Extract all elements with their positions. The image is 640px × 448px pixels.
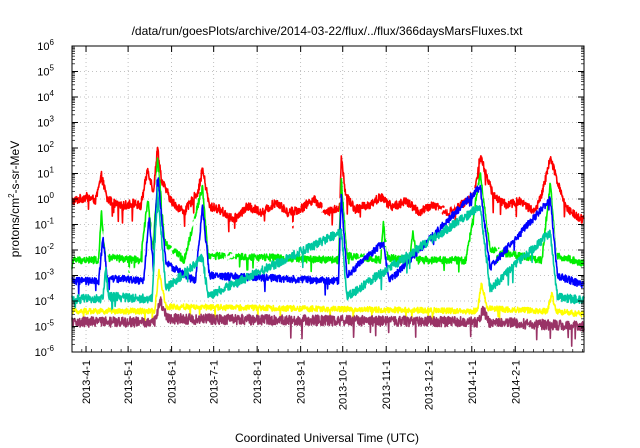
y-tick-label: 105 (37, 64, 54, 79)
x-tick-labels: 2013-4-1 2013-5-1 2013-6-1 2013-7-1 2013-8-1… (81, 360, 522, 410)
y-tick-labels: 10-610-510-410-310-210-11001011021031041… (35, 38, 55, 359)
y-tick-label: 104 (37, 89, 54, 104)
y-tick-label-base: 10 (35, 245, 47, 257)
y-tick-label: 106 (37, 38, 54, 53)
x-tick-label: 2013-7-1 (209, 360, 221, 404)
x-tick-label: 2014-1-1 (467, 360, 479, 404)
y-tick-label-exponent: -5 (47, 319, 55, 328)
series-line (71, 186, 585, 312)
y-tick-label-base: 10 (37, 143, 49, 155)
y-tick-label-base: 10 (35, 347, 47, 359)
series-line (71, 296, 585, 347)
y-tick-label: 103 (37, 115, 54, 130)
x-tick-label: 2013-8-1 (252, 360, 264, 404)
y-axis-title: protons/cm2-s-sr-MeV (7, 141, 22, 257)
y-tick-label-base: 10 (37, 194, 49, 206)
y-tick-label-base: 10 (35, 220, 47, 232)
y-tick-label: 10-5 (35, 319, 55, 334)
series-group (71, 146, 585, 347)
y-tick-label-exponent: -2 (47, 242, 55, 251)
x-tick-label: 2014-2-1 (510, 360, 522, 404)
y-tick-label: 10-3 (35, 268, 55, 283)
y-tick-label-base: 10 (37, 118, 49, 130)
y-tick-label-base: 10 (35, 322, 47, 334)
x-tick-label: 2013-4-1 (81, 360, 93, 404)
y-tick-label-base: 10 (37, 41, 49, 53)
series-line (71, 177, 585, 297)
series-line (71, 268, 585, 323)
x-tick-label: 2013-9-1 (296, 360, 308, 404)
series-line (71, 146, 585, 233)
y-tick-label-base: 10 (37, 92, 49, 104)
axis-ticks (71, 45, 584, 353)
y-tick-label-exponent: 6 (50, 38, 55, 47)
y-tick-label-exponent: 0 (50, 191, 55, 200)
y-tick-label-exponent: -1 (47, 217, 55, 226)
y-tick-label: 10-1 (35, 217, 55, 232)
y-tick-label-exponent: 3 (50, 115, 55, 124)
y-tick-label-exponent: -4 (47, 293, 55, 302)
y-tick-label-exponent: 4 (50, 89, 55, 98)
y-tick-label-exponent: 2 (50, 140, 55, 149)
y-axis-title-sup: 2 (7, 193, 16, 198)
x-tick-label: 2013-12-1 (423, 360, 435, 410)
y-tick-label-exponent: 5 (50, 64, 55, 73)
x-tick-label: 2013-11-1 (381, 360, 393, 409)
y-tick-label-base: 10 (35, 296, 47, 308)
y-tick-label: 102 (37, 140, 54, 155)
y-tick-label-exponent: -3 (47, 268, 55, 277)
y-tick-label: 10-2 (35, 242, 55, 257)
series-line (71, 157, 585, 273)
y-axis-title-rest: -s-sr-MeV (8, 141, 22, 194)
x-tick-label: 2013-6-1 (167, 360, 179, 404)
y-tick-label-exponent: -6 (47, 344, 55, 353)
grid (72, 46, 584, 352)
y-tick-label: 100 (37, 191, 54, 206)
y-tick-label-base: 10 (37, 67, 49, 79)
x-tick-label: 2013-10-1 (338, 360, 350, 410)
series-line (71, 171, 585, 277)
y-tick-label: 10-4 (35, 293, 55, 308)
y-tick-label: 10-6 (35, 344, 55, 359)
y-axis-title-main: protons/cm (8, 198, 22, 257)
y-tick-label-base: 10 (35, 271, 47, 283)
x-axis-title: Coordinated Universal Time (UTC) (235, 431, 419, 445)
y-tick-label-base: 10 (37, 169, 49, 181)
y-tick-label: 101 (37, 166, 54, 181)
y-tick-label-exponent: 1 (50, 166, 55, 175)
x-tick-label: 2013-5-1 (123, 360, 135, 404)
chart-title: /data/run/goesPlots/archive/2014-03-22/f… (132, 24, 524, 38)
